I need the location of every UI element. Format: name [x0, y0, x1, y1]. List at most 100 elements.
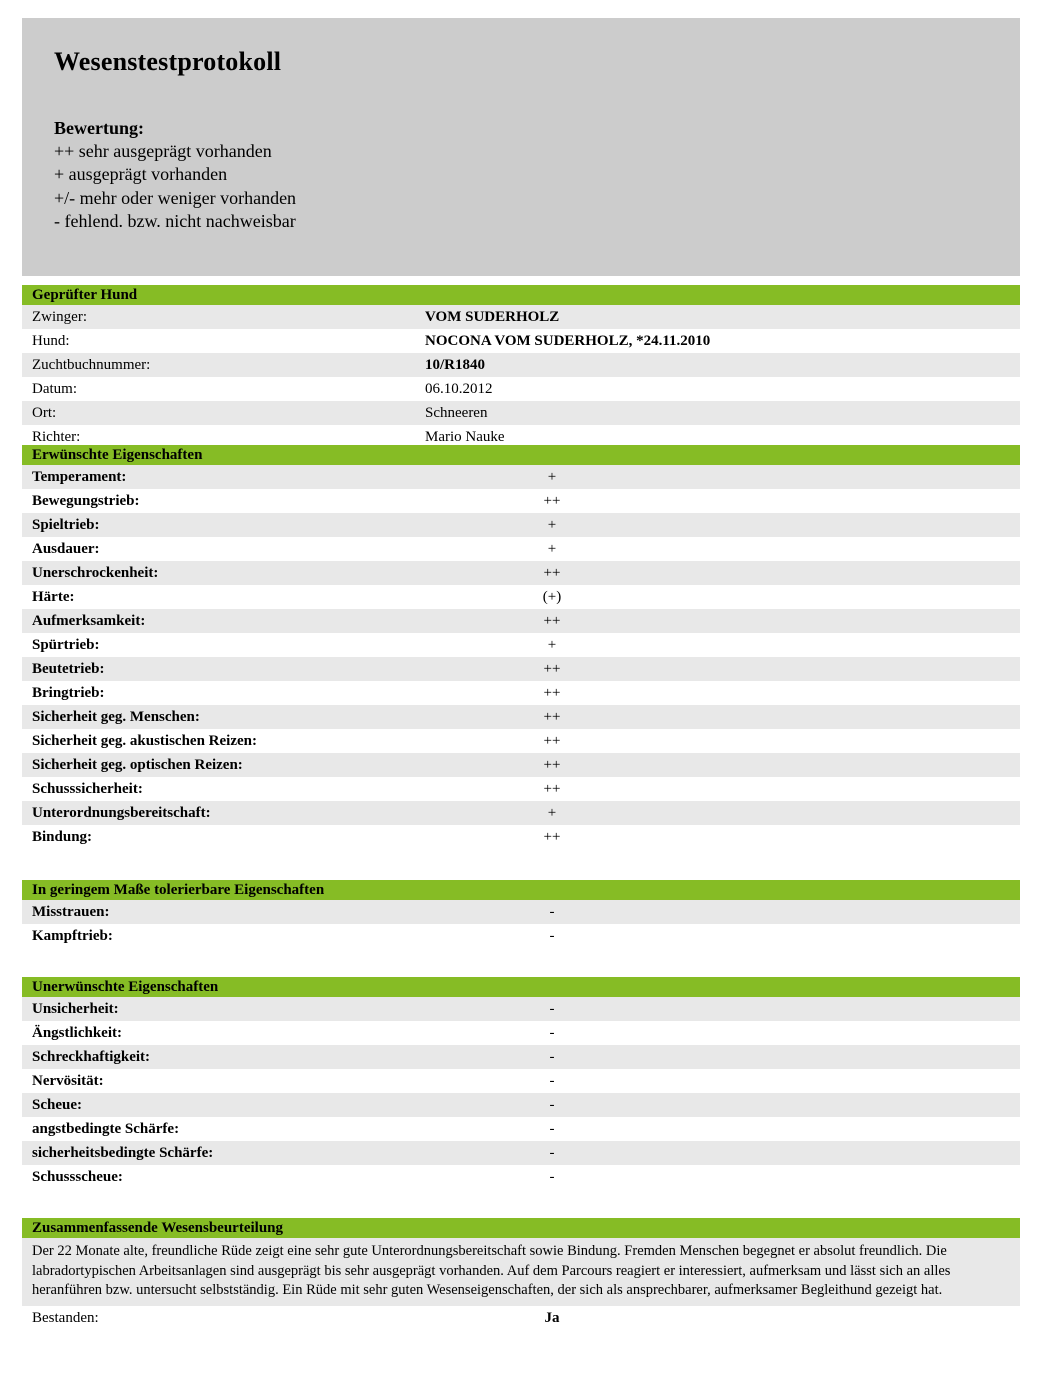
row-label: Härte:: [32, 589, 75, 605]
section-bar-tolerable-traits: In geringem Maße tolerierbare Eigenschaf…: [22, 880, 1020, 900]
row-label: Schussscheue:: [32, 1169, 123, 1185]
row-label: sicherheitsbedingte Schärfe:: [32, 1145, 214, 1161]
table-row: Schussscheue: -: [22, 1165, 1020, 1189]
row-value: -: [549, 1121, 555, 1137]
table-row: Hund: NOCONA VOM SUDERHOLZ, *24.11.2010: [22, 329, 1020, 353]
row-label: Bindung:: [32, 829, 93, 845]
section-undesired-traits: Unerwünschte Eigenschaften Unsicherheit:…: [22, 977, 1020, 1189]
table-row: Unterordnungsbereitschaft: +: [22, 801, 1020, 825]
row-label: Spürtrieb:: [32, 637, 100, 653]
table-row: angstbedingte Schärfe: -: [22, 1117, 1020, 1141]
row-value: ++: [543, 613, 561, 629]
row-value: +: [547, 541, 557, 557]
table-row: Zwinger: VOM SUDERHOLZ: [22, 305, 1020, 329]
row-label: Bewegungstrieb:: [32, 493, 140, 509]
row-value: +: [547, 637, 557, 653]
row-value: ++: [543, 661, 561, 677]
row-label: Schreckhaftigkeit:: [32, 1049, 151, 1065]
row-value: ++: [543, 709, 561, 725]
table-row: Schusssicherheit: ++: [22, 777, 1020, 801]
row-value: ++: [543, 781, 561, 797]
row-value: -: [549, 1025, 555, 1041]
summary-text-block: Der 22 Monate alte, freundliche Rüde zei…: [22, 1238, 1020, 1306]
row-value: +: [547, 469, 557, 485]
row-value: -: [549, 904, 555, 920]
section-dog-info: Geprüfter Hund Zwinger: VOM SUDERHOLZ Hu…: [22, 285, 1020, 449]
table-row: Bindung: ++: [22, 825, 1020, 849]
row-value: ++: [543, 565, 561, 581]
row-value: -: [549, 1145, 555, 1161]
row-label: Zwinger:: [32, 309, 87, 325]
row-label: Richter:: [32, 429, 81, 445]
section-bar-summary: Zusammenfassende Wesensbeurteilung: [22, 1218, 1020, 1238]
table-row: Bewegungstrieb: ++: [22, 489, 1020, 513]
table-row: Misstrauen: -: [22, 900, 1020, 924]
legend-line-plusplus: ++ sehr ausgeprägt vorhanden: [54, 140, 272, 161]
row-value: (+): [542, 589, 562, 605]
table-row: Schreckhaftigkeit: -: [22, 1045, 1020, 1069]
row-label: Nervösität:: [32, 1073, 104, 1089]
table-row: Sicherheit geg. Menschen: ++: [22, 705, 1020, 729]
table-row: Datum: 06.10.2012: [22, 377, 1020, 401]
row-value: ++: [543, 493, 561, 509]
row-value: VOM SUDERHOLZ: [425, 309, 560, 325]
row-label: Schusssicherheit:: [32, 781, 143, 797]
row-label: Scheue:: [32, 1097, 82, 1113]
row-value: ++: [543, 829, 561, 845]
table-row: Bringtrieb: ++: [22, 681, 1020, 705]
row-label: Ängstlichkeit:: [32, 1025, 122, 1041]
row-label: Spieltrieb:: [32, 517, 100, 533]
table-row: Ort: Schneeren: [22, 401, 1020, 425]
row-label: Misstrauen:: [32, 904, 110, 920]
legend-line-plusminus: +/- mehr oder weniger vorhanden: [54, 187, 297, 208]
legend-title: Bewertung:: [54, 117, 144, 138]
table-row: Unerschrockenheit: ++: [22, 561, 1020, 585]
row-label: Sicherheit geg. optischen Reizen:: [32, 757, 243, 773]
section-bar-undesired-traits: Unerwünschte Eigenschaften: [22, 977, 1020, 997]
row-value: NOCONA VOM SUDERHOLZ, *24.11.2010: [425, 333, 711, 349]
row-label: Ort:: [32, 405, 57, 421]
row-value: -: [549, 928, 555, 944]
table-row: Ausdauer: +: [22, 537, 1020, 561]
section-summary: Zusammenfassende Wesensbeurteilung Der 2…: [22, 1218, 1020, 1330]
row-value: +: [547, 805, 557, 821]
row-value: 06.10.2012: [425, 381, 493, 397]
result-row: Bestanden: Ja: [22, 1305, 1020, 1330]
table-row: Scheue: -: [22, 1093, 1020, 1117]
table-row: Sicherheit geg. optischen Reizen: ++: [22, 753, 1020, 777]
row-label: Kampftrieb:: [32, 928, 113, 944]
row-label: Bringtrieb:: [32, 685, 105, 701]
row-value: ++: [543, 685, 561, 701]
row-label: Ausdauer:: [32, 541, 100, 557]
table-row: Ängstlichkeit: -: [22, 1021, 1020, 1045]
section-bar-dog-info: Geprüfter Hund: [22, 285, 1020, 305]
table-row: Zuchtbuchnummer: 10/R1840: [22, 353, 1020, 377]
row-value: -: [549, 1073, 555, 1089]
row-value: ++: [543, 733, 561, 749]
row-value: -: [549, 1001, 555, 1017]
row-label: Sicherheit geg. akustischen Reizen:: [32, 733, 257, 749]
row-label: Zuchtbuchnummer:: [32, 357, 151, 373]
table-row: Spieltrieb: +: [22, 513, 1020, 537]
document-header: Wesenstestprotokoll Bewertung: ++ sehr a…: [22, 18, 1020, 276]
table-row: Beutetrieb: ++: [22, 657, 1020, 681]
row-label: Datum:: [32, 381, 77, 397]
table-row: Spürtrieb: +: [22, 633, 1020, 657]
row-value: -: [549, 1049, 555, 1065]
row-value: +: [547, 517, 557, 533]
row-value: -: [549, 1097, 555, 1113]
row-label: Aufmerksamkeit:: [32, 613, 146, 629]
row-value: Schneeren: [425, 405, 488, 421]
table-row: Temperament: +: [22, 465, 1020, 489]
row-label: Sicherheit geg. Menschen:: [32, 709, 200, 725]
table-row: sicherheitsbedingte Schärfe: -: [22, 1141, 1020, 1165]
section-desired-traits: Erwünschte Eigenschaften Temperament: + …: [22, 445, 1020, 849]
table-row: Aufmerksamkeit: ++: [22, 609, 1020, 633]
table-row: Nervösität: -: [22, 1069, 1020, 1093]
row-label: Unerschrockenheit:: [32, 565, 159, 581]
row-label: angstbedingte Schärfe:: [32, 1121, 180, 1137]
result-value: Ja: [544, 1309, 560, 1326]
table-row: Kampftrieb: -: [22, 924, 1020, 948]
row-label: Unsicherheit:: [32, 1001, 119, 1017]
